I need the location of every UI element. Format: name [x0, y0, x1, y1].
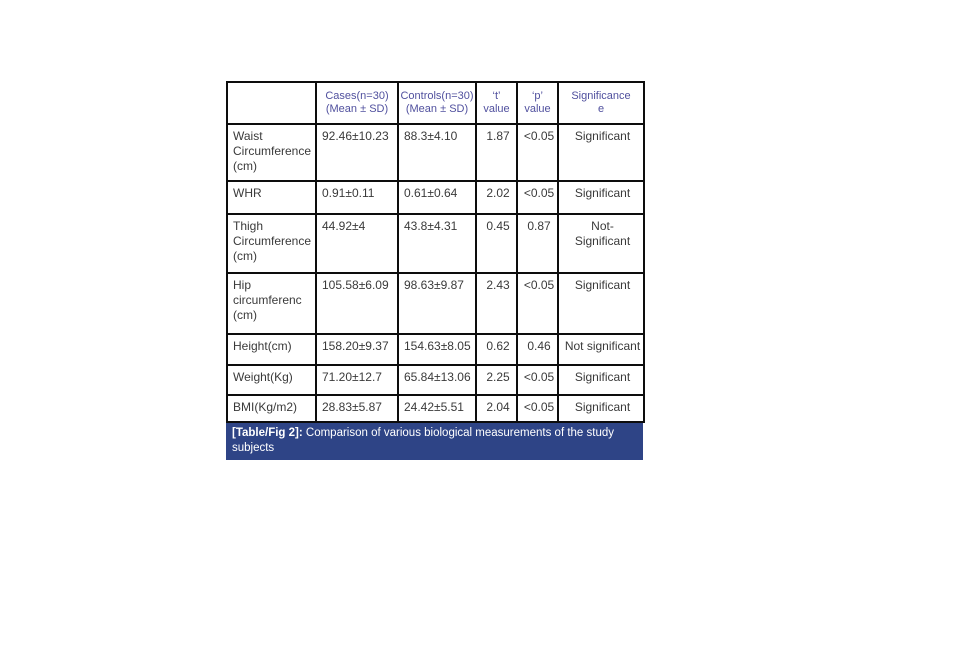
row-label: BMI(Kg/m2) [226, 394, 317, 423]
cell-cases: 105.58±6.09 [315, 272, 399, 335]
row-label: Weight(Kg) [226, 364, 317, 396]
cell-cases: 71.20±12.7 [315, 364, 399, 396]
cell-significance: Significant [557, 123, 645, 182]
table-row-waist: Waist Circumference (cm) 92.46±10.23 88.… [226, 123, 645, 182]
cell-controls: 154.63±8.05 [397, 333, 477, 366]
cell-significance: Not significant [557, 333, 645, 366]
row-label: WHR [226, 180, 317, 215]
table-row-height: Height(cm) 158.20±9.37 154.63±8.05 0.62 … [226, 333, 645, 366]
header-p-value: ‘p’ value [516, 81, 559, 125]
cell-p-value: 0.87 [516, 213, 559, 274]
cell-significance: Significant [557, 394, 645, 423]
cell-controls: 98.63±9.87 [397, 272, 477, 335]
header-controls: Controls(n=30) (Mean ± SD) [397, 81, 477, 125]
cell-t-value: 2.02 [475, 180, 518, 215]
row-label: Thigh Circumference (cm) [226, 213, 317, 274]
cell-controls: 43.8±4.31 [397, 213, 477, 274]
header-empty [226, 81, 317, 125]
row-label: Hip circumferenc (cm) [226, 272, 317, 335]
table-body: Waist Circumference (cm) 92.46±10.23 88.… [226, 123, 645, 423]
header-t-value: ‘t’ value [475, 81, 518, 125]
cell-controls: 0.61±0.64 [397, 180, 477, 215]
cell-p-value: <0.05 [516, 364, 559, 396]
cell-cases: 0.91±0.11 [315, 180, 399, 215]
cell-cases: 92.46±10.23 [315, 123, 399, 182]
row-label: Height(cm) [226, 333, 317, 366]
caption-prefix: [Table/Fig 2]: [232, 427, 303, 439]
cell-significance: Significant [557, 272, 645, 335]
table-caption: [Table/Fig 2]: Comparison of various bio… [226, 423, 643, 460]
cell-t-value: 0.62 [475, 333, 518, 366]
header-significance: Significance e [557, 81, 645, 125]
table-row-hip: Hip circumferenc (cm) 105.58±6.09 98.63±… [226, 272, 645, 335]
header-row: Cases(n=30) (Mean ± SD) Controls(n=30) (… [226, 81, 645, 125]
table-row-bmi: BMI(Kg/m2) 28.83±5.87 24.42±5.51 2.04 <0… [226, 394, 645, 423]
measurements-table: Cases(n=30) (Mean ± SD) Controls(n=30) (… [226, 81, 645, 423]
table-header: Cases(n=30) (Mean ± SD) Controls(n=30) (… [226, 81, 645, 125]
cell-p-value: <0.05 [516, 123, 559, 182]
cell-cases: 44.92±4 [315, 213, 399, 274]
cell-p-value: <0.05 [516, 394, 559, 423]
cell-t-value: 1.87 [475, 123, 518, 182]
row-label: Waist Circumference (cm) [226, 123, 317, 182]
cell-significance: Significant [557, 364, 645, 396]
table-row-thigh: Thigh Circumference (cm) 44.92±4 43.8±4.… [226, 213, 645, 274]
cell-t-value: 2.43 [475, 272, 518, 335]
cell-significance: Not-Significant [557, 213, 645, 274]
cell-cases: 158.20±9.37 [315, 333, 399, 366]
header-cases: Cases(n=30) (Mean ± SD) [315, 81, 399, 125]
table-figure-2: Cases(n=30) (Mean ± SD) Controls(n=30) (… [226, 81, 645, 460]
cell-cases: 28.83±5.87 [315, 394, 399, 423]
cell-t-value: 2.04 [475, 394, 518, 423]
cell-p-value: <0.05 [516, 272, 559, 335]
cell-significance: Significant [557, 180, 645, 215]
caption-text: Comparison of various biological measure… [232, 427, 615, 454]
cell-controls: 24.42±5.51 [397, 394, 477, 423]
cell-t-value: 2.25 [475, 364, 518, 396]
cell-p-value: <0.05 [516, 180, 559, 215]
cell-p-value: 0.46 [516, 333, 559, 366]
cell-t-value: 0.45 [475, 213, 518, 274]
cell-controls: 88.3±4.10 [397, 123, 477, 182]
table-row-weight: Weight(Kg) 71.20±12.7 65.84±13.06 2.25 <… [226, 364, 645, 396]
cell-controls: 65.84±13.06 [397, 364, 477, 396]
table-row-whr: WHR 0.91±0.11 0.61±0.64 2.02 <0.05 Signi… [226, 180, 645, 215]
